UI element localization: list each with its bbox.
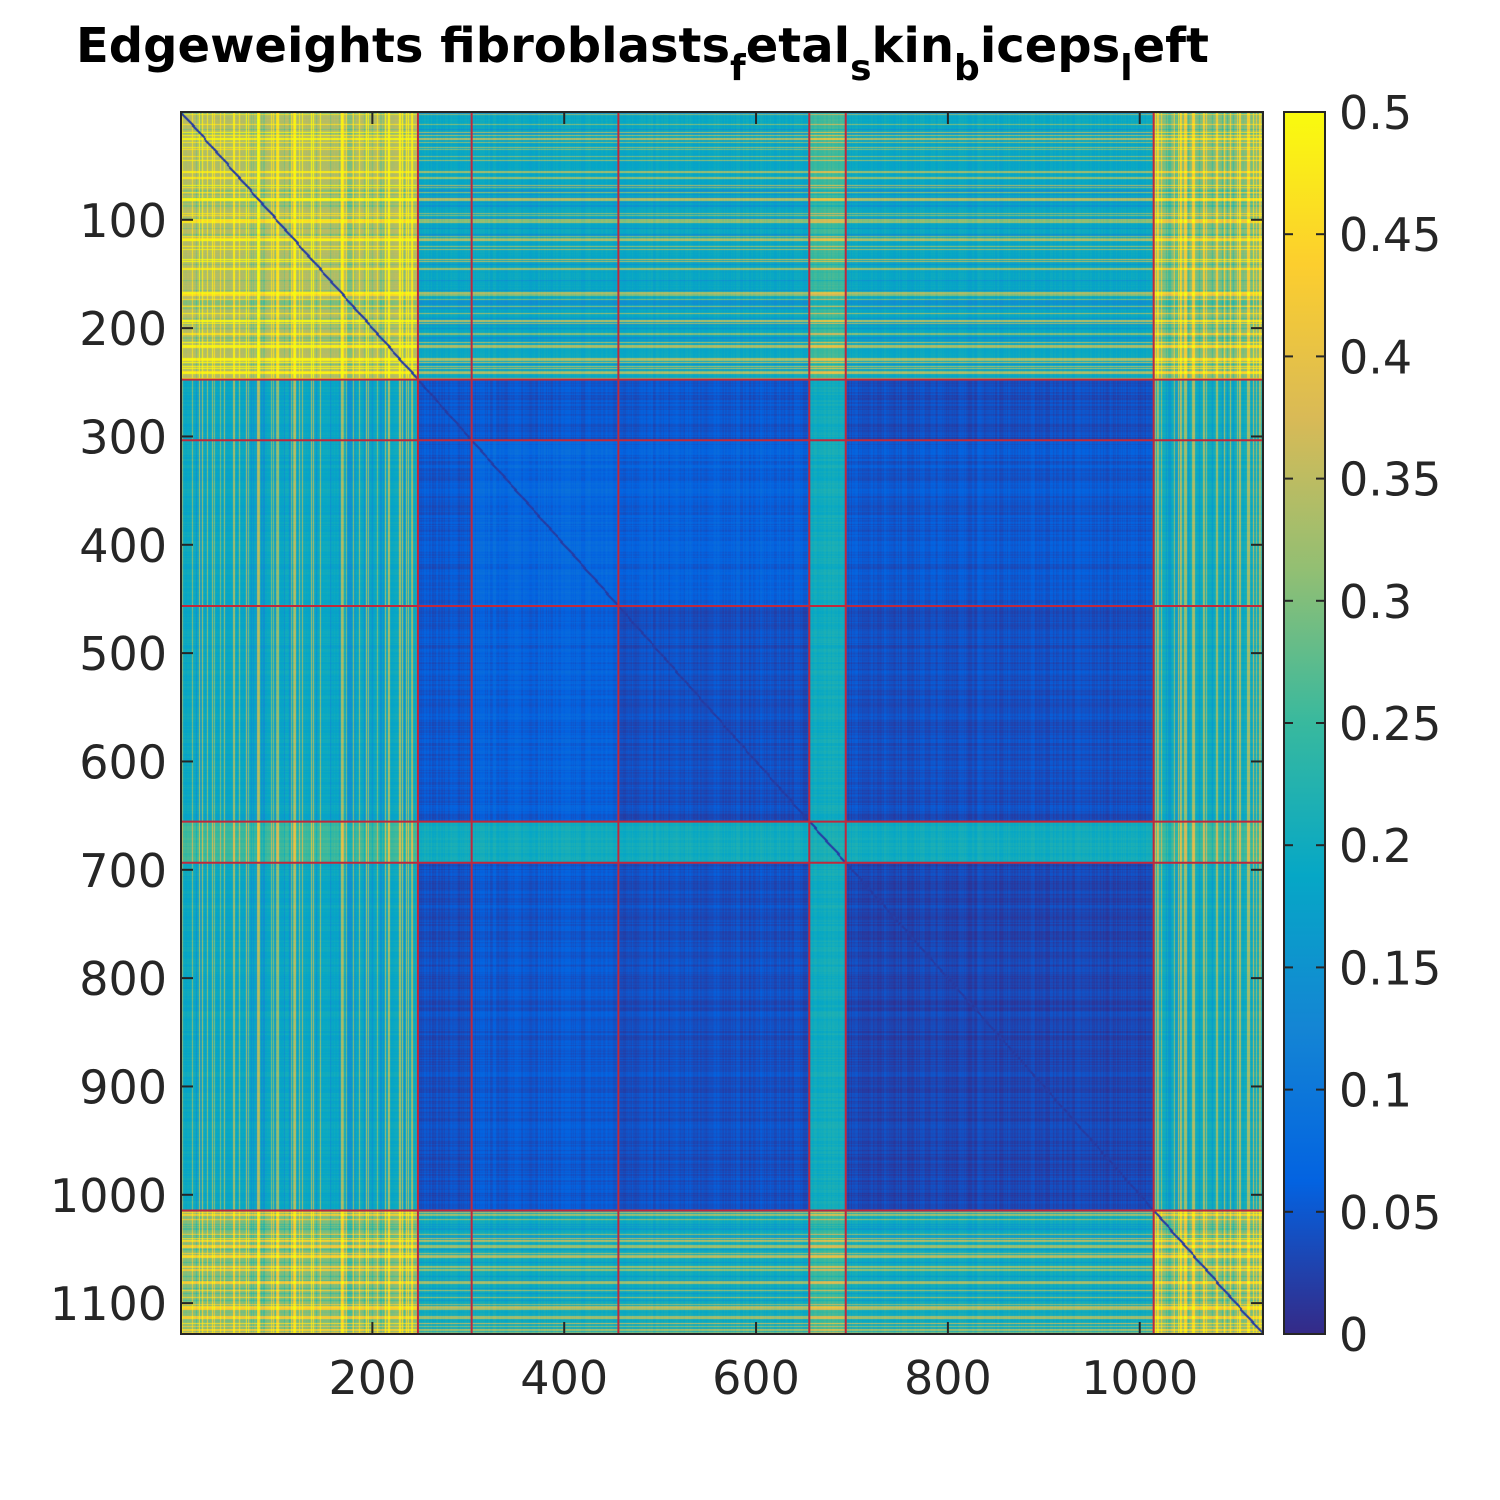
colorbar-tick-label: 0.4 bbox=[1339, 330, 1412, 384]
x-tick-label: 1000 bbox=[1081, 1351, 1198, 1405]
colorbar-tick-label: 0.45 bbox=[1339, 208, 1441, 262]
title-segment: kin bbox=[872, 18, 955, 74]
x-tick-label: 600 bbox=[712, 1351, 800, 1405]
title-segment: iceps bbox=[980, 18, 1120, 74]
heatmap-matrix bbox=[181, 112, 1263, 1334]
y-tick-label: 200 bbox=[79, 302, 167, 356]
y-tick-label: 800 bbox=[79, 952, 167, 1006]
x-axis: 200 400 600 800 1000 bbox=[328, 112, 1198, 1405]
y-tick-label: 100 bbox=[79, 194, 167, 248]
colorbar-tick-label: 0.25 bbox=[1339, 697, 1441, 751]
x-tick-label: 400 bbox=[520, 1351, 608, 1405]
chart-title: Edgeweights fibroblastsfetalskinbicepsle… bbox=[76, 18, 1209, 89]
colorbar-tick-label: 0.35 bbox=[1339, 453, 1441, 507]
y-tick-label: 300 bbox=[79, 410, 167, 464]
y-tick-label: 400 bbox=[79, 519, 167, 573]
colorbar-tick-label: 0.2 bbox=[1339, 819, 1412, 873]
y-tick-label: 600 bbox=[79, 735, 167, 789]
colorbar: 0 0.05 0.1 0.15 0.2 0.25 0.3 0.35 0.4 0.45 0.5 bbox=[1283, 86, 1441, 1362]
colorbar-tick-label: 0.3 bbox=[1339, 575, 1412, 629]
colorbar-tick-label: 0.05 bbox=[1339, 1186, 1441, 1240]
x-tick-label: 800 bbox=[904, 1351, 992, 1405]
y-tick-label: 700 bbox=[79, 844, 167, 898]
colorbar-ticks: 0 0.05 0.1 0.15 0.2 0.25 0.3 0.35 0.4 0.45 0.5 bbox=[1284, 86, 1441, 1362]
y-tick-label: 1100 bbox=[50, 1277, 167, 1331]
colorbar-tick-label: 0.5 bbox=[1339, 86, 1412, 140]
y-axis: 100 200 300 400 500 600 700 800 900 1000 1100 bbox=[50, 194, 1263, 1331]
plot-frame bbox=[180, 111, 1264, 1335]
cluster-boundary-lines bbox=[181, 112, 1263, 1334]
plot-area: 200 400 600 800 1000 100 200 300 400 500 600 700 80… bbox=[50, 111, 1264, 1405]
title-segment: eft bbox=[1133, 18, 1209, 74]
x-tick-label: 200 bbox=[328, 1351, 416, 1405]
y-tick-label: 500 bbox=[79, 627, 167, 681]
colorbar-tick-label: 0 bbox=[1339, 1308, 1368, 1362]
title-subscript: s bbox=[850, 48, 871, 89]
y-tick-label: 900 bbox=[79, 1060, 167, 1114]
title-subscript: l bbox=[1120, 48, 1132, 89]
title-segment: Edgeweights fibroblasts bbox=[76, 18, 730, 74]
title-segment: etal bbox=[746, 18, 850, 74]
y-tick-label: 1000 bbox=[50, 1169, 167, 1223]
title-subscript: b bbox=[954, 48, 980, 89]
colorbar-tick-label: 0.1 bbox=[1339, 1064, 1412, 1118]
colorbar-tick-label: 0.15 bbox=[1339, 941, 1441, 995]
title-subscript: f bbox=[730, 48, 746, 89]
